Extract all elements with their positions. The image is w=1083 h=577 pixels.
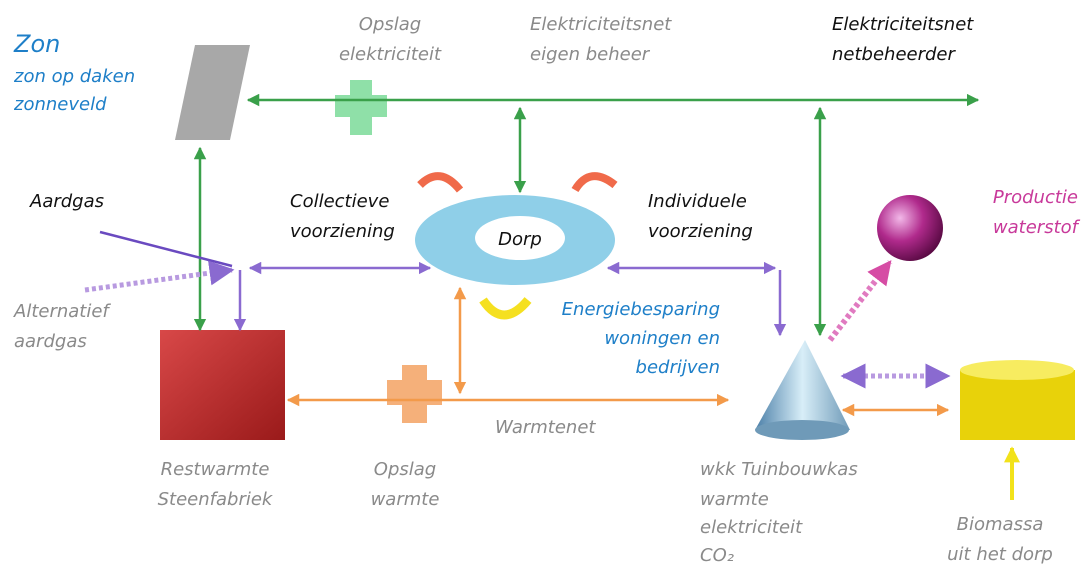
label: voorziening — [648, 221, 753, 242]
label: woningen en — [604, 328, 720, 349]
arrow — [830, 262, 890, 340]
label: aardgas — [14, 331, 87, 352]
greenhouse-chp-base — [755, 420, 849, 440]
label: Energiebesparing — [562, 299, 720, 320]
label: wkk Tuinbouwkas — [700, 459, 858, 480]
label: netbeheerder — [832, 44, 956, 65]
brick-factory — [160, 330, 285, 440]
label: elektriciteit — [700, 517, 803, 538]
arrow — [100, 232, 232, 266]
diagram: Zon zon op daken zonneveld Opslag elektr… — [0, 0, 1083, 577]
cycle-arrow — [420, 176, 460, 190]
label: Opslag — [374, 459, 436, 480]
label: Collectieve — [290, 191, 389, 212]
label: CO₂ — [700, 545, 734, 566]
label: Elektriciteitsnet — [530, 14, 672, 35]
label: warmte — [371, 489, 440, 510]
biomass — [960, 370, 1075, 440]
label: Dorp — [498, 229, 542, 250]
label: bedrijven — [636, 357, 720, 378]
biomass-top — [960, 360, 1074, 380]
label: waterstof — [993, 217, 1081, 238]
label: Alternatief — [13, 301, 111, 322]
electricity-storage — [335, 80, 387, 135]
label: Aardgas — [29, 191, 104, 212]
label: Elektriciteitsnet — [832, 14, 974, 35]
solar-panel — [175, 45, 250, 140]
label: Warmtenet — [495, 417, 596, 438]
label: Individuele — [648, 191, 747, 212]
heat-storage — [387, 365, 442, 423]
greenhouse-chp — [755, 340, 850, 430]
label: Zon — [13, 30, 60, 58]
label: Restwarmte — [161, 459, 270, 480]
arrow — [85, 270, 232, 290]
label: zonneveld — [13, 94, 107, 115]
label: zon op daken — [13, 66, 135, 87]
cycle-arrow — [575, 176, 615, 190]
labels: Zon zon op daken zonneveld Opslag elektr… — [13, 14, 1081, 566]
label: eigen beheer — [530, 44, 651, 65]
cycle-arrow — [483, 300, 528, 315]
label: voorziening — [290, 221, 395, 242]
label: warmte — [700, 489, 769, 510]
label: elektriciteit — [339, 44, 442, 65]
label: Biomassa — [957, 514, 1044, 535]
label: Productie — [993, 187, 1078, 208]
label: uit het dorp — [947, 544, 1053, 565]
label: Steenfabriek — [158, 489, 274, 510]
hydrogen — [877, 195, 943, 261]
label: Opslag — [359, 14, 421, 35]
